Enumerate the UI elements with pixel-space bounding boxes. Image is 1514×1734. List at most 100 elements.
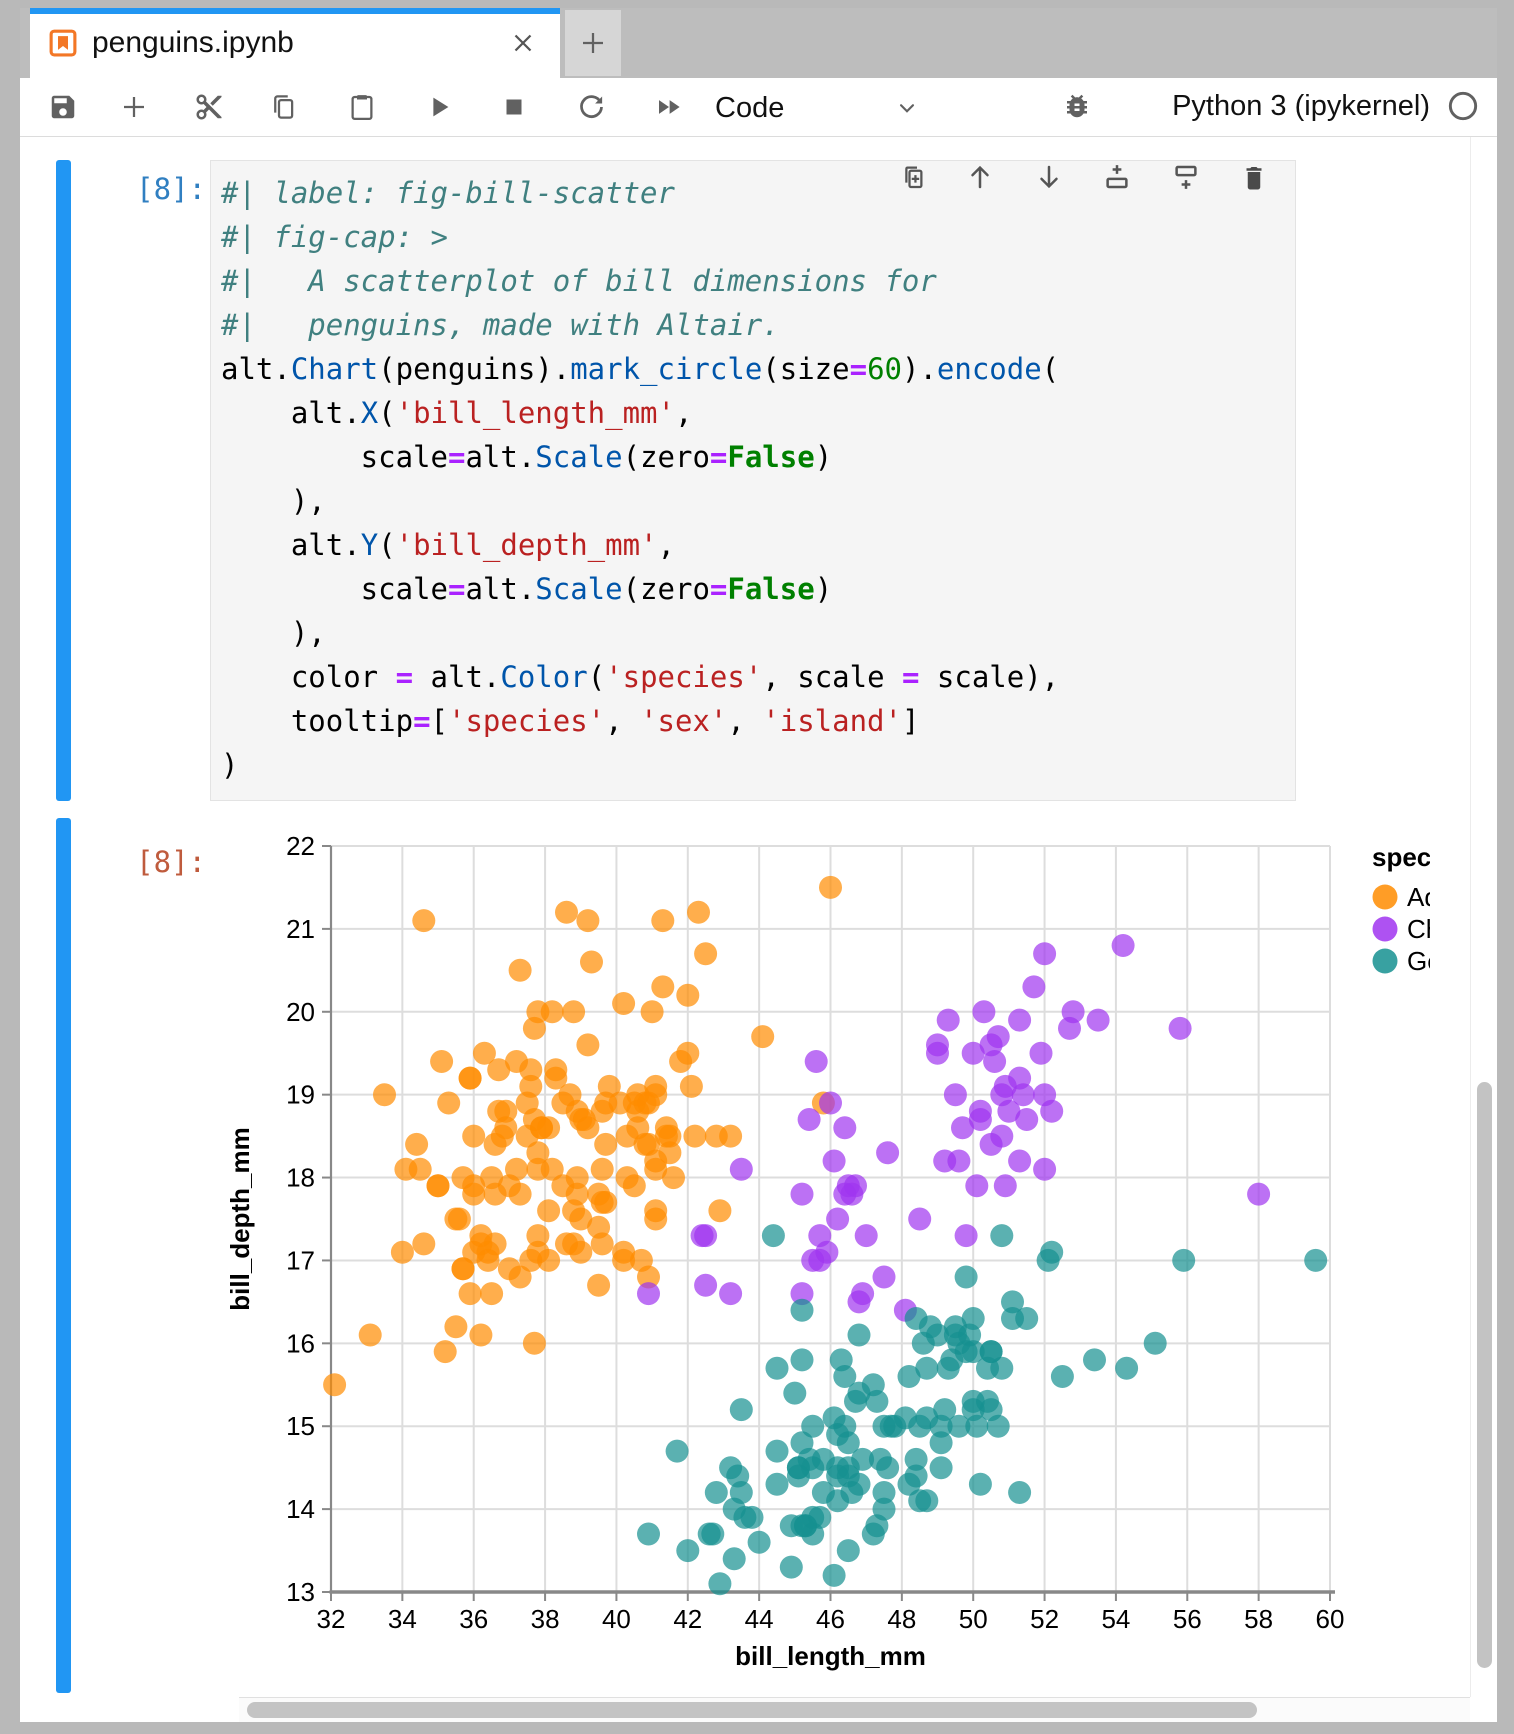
scatter-point[interactable] [694, 942, 718, 966]
scatter-point[interactable] [1033, 942, 1057, 966]
scatter-point[interactable] [629, 1248, 653, 1272]
scatter-point[interactable] [729, 1157, 753, 1181]
scatter-point[interactable] [694, 1273, 718, 1297]
scatter-point[interactable] [522, 1331, 546, 1355]
scatter-point[interactable] [562, 1000, 586, 1024]
scatter-point[interactable] [390, 1240, 414, 1264]
scatter-point[interactable] [580, 950, 603, 974]
scatter-point[interactable] [1083, 1348, 1106, 1372]
scatter-point[interactable] [669, 1050, 693, 1073]
scatter-point[interactable] [430, 1050, 454, 1073]
scatter-point[interactable] [961, 1041, 985, 1065]
tab-penguins-notebook[interactable]: penguins.ipynb [30, 8, 560, 78]
scatter-point[interactable] [358, 1323, 382, 1347]
scatter-point[interactable] [458, 1282, 482, 1306]
vertical-scrollbar-thumb[interactable] [1477, 1082, 1492, 1668]
paste-cells-button[interactable] [347, 92, 377, 122]
scatter-point[interactable] [968, 1472, 992, 1496]
scatter-point[interactable] [1115, 1356, 1139, 1380]
scatter-point[interactable] [701, 1522, 725, 1546]
output-cell-collapser-bar[interactable] [56, 818, 71, 1693]
scatter-point[interactable] [508, 1265, 532, 1289]
scatter-point[interactable] [679, 1074, 703, 1098]
scatter-point[interactable] [861, 1522, 885, 1546]
scatter-point[interactable] [1040, 1240, 1064, 1264]
scatter-point[interactable] [644, 1074, 668, 1098]
scatter-point[interactable] [765, 1472, 789, 1496]
scatter-point[interactable] [979, 1398, 1003, 1422]
scatter-point[interactable] [594, 1190, 618, 1214]
scatter-point[interactable] [522, 1016, 546, 1040]
scatter-point[interactable] [537, 1199, 561, 1223]
scatter-point[interactable] [1086, 1008, 1110, 1032]
scatter-point[interactable] [993, 1174, 1017, 1198]
scatter-point[interactable] [1247, 1182, 1271, 1206]
legend-swatch-gentoo[interactable] [1372, 948, 1398, 974]
scatter-point[interactable] [576, 1033, 600, 1057]
scatter-point[interactable] [594, 1132, 618, 1156]
scatter-point[interactable] [951, 1116, 974, 1140]
scatter-point[interactable] [1172, 1248, 1196, 1272]
scatter-point[interactable] [644, 1207, 668, 1231]
scatter-point[interactable] [926, 1033, 949, 1057]
scatter-point[interactable] [872, 1481, 896, 1504]
scatter-point[interactable] [822, 1149, 846, 1173]
scatter-point[interactable] [893, 1406, 917, 1430]
scatter-point[interactable] [615, 1124, 639, 1148]
scatter-point[interactable] [822, 1563, 846, 1587]
scatter-point[interactable] [637, 1132, 660, 1156]
scatter-point[interactable] [904, 1447, 928, 1471]
scatter-point[interactable] [847, 1472, 871, 1496]
scatter-point[interactable] [612, 1248, 636, 1272]
scatter-point[interactable] [1029, 1041, 1053, 1065]
scatter-point[interactable] [801, 1456, 825, 1480]
scatter-point[interactable] [651, 909, 675, 933]
scatter-point[interactable] [519, 1248, 543, 1272]
scatter-point[interactable] [497, 1174, 521, 1198]
scatter-point[interactable] [836, 1539, 860, 1563]
scatter-point[interactable] [704, 1481, 728, 1504]
scatter-point[interactable] [761, 1224, 785, 1248]
scatter-point[interactable] [826, 1207, 850, 1231]
scatter-point[interactable] [640, 1000, 664, 1024]
scatter-point[interactable] [826, 1464, 850, 1488]
scatter-point[interactable] [462, 1124, 486, 1148]
scatter-point[interactable] [590, 1232, 614, 1256]
code-cell-collapser-bar[interactable] [56, 160, 71, 801]
scatter-point[interactable] [779, 1514, 803, 1538]
scatter-point[interactable] [819, 1091, 842, 1115]
scatter-point[interactable] [790, 1348, 814, 1372]
kernel-name[interactable]: Python 3 (ipykernel) [1172, 90, 1430, 122]
scatter-point[interactable] [683, 1124, 707, 1148]
restart-kernel-button[interactable] [576, 92, 606, 122]
scatter-point[interactable] [943, 1083, 967, 1107]
scatter-point[interactable] [990, 1224, 1014, 1248]
scatter-point[interactable] [726, 1464, 750, 1488]
scatter-point[interactable] [833, 1116, 857, 1140]
horizontal-scrollbar-thumb[interactable] [247, 1702, 1257, 1718]
interrupt-kernel-button[interactable] [499, 92, 529, 122]
scatter-point[interactable] [833, 1182, 857, 1206]
scatter-point[interactable] [908, 1207, 932, 1231]
scatter-point[interactable] [765, 1356, 789, 1380]
scatter-point[interactable] [968, 1108, 992, 1131]
debugger-bug-icon[interactable] [1062, 91, 1092, 121]
scatter-point[interactable] [751, 1025, 775, 1049]
scatter-point[interactable] [797, 1108, 821, 1131]
scatter-point[interactable] [694, 1224, 718, 1248]
scatter-point[interactable] [1008, 1008, 1032, 1032]
scatter-point[interactable] [972, 1000, 996, 1024]
scatter-point[interactable] [808, 1224, 832, 1248]
scatter-point[interactable] [426, 1174, 450, 1198]
scatter-point[interactable] [847, 1323, 871, 1347]
insert-cell-button[interactable] [119, 92, 149, 122]
scatter-point[interactable] [1033, 1157, 1057, 1181]
scatter-point[interactable] [808, 1248, 832, 1272]
scatter-point[interactable] [412, 909, 436, 933]
scatter-point[interactable] [947, 1414, 971, 1438]
scatter-point[interactable] [662, 1166, 685, 1190]
scatter-point[interactable] [487, 1058, 511, 1082]
scatter-point[interactable] [729, 1398, 753, 1422]
scatter-point[interactable] [569, 1240, 593, 1264]
scatter-point[interactable] [986, 1025, 1010, 1049]
